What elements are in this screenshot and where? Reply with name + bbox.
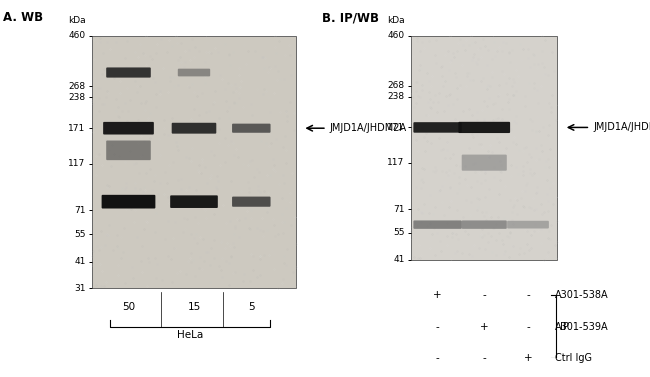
Text: kDa: kDa <box>68 16 86 25</box>
FancyBboxPatch shape <box>101 195 155 208</box>
Text: JMJD1A/JHDM2A: JMJD1A/JHDM2A <box>330 123 407 133</box>
Text: 41: 41 <box>74 257 86 267</box>
Text: 238: 238 <box>68 93 86 102</box>
Text: HeLa: HeLa <box>177 330 203 340</box>
Text: -: - <box>526 322 530 332</box>
FancyBboxPatch shape <box>507 221 549 228</box>
FancyBboxPatch shape <box>462 155 507 171</box>
FancyBboxPatch shape <box>232 124 270 133</box>
Bar <box>411 35 557 260</box>
Text: 41: 41 <box>393 256 405 265</box>
Text: 50: 50 <box>122 302 135 312</box>
Text: A. WB: A. WB <box>3 11 43 24</box>
Text: 171: 171 <box>387 123 405 132</box>
Text: 117: 117 <box>68 159 86 168</box>
FancyBboxPatch shape <box>172 123 216 133</box>
FancyBboxPatch shape <box>106 67 151 78</box>
Bar <box>92 35 296 288</box>
Text: Ctrl IgG: Ctrl IgG <box>554 353 592 363</box>
Text: B. IP/WB: B. IP/WB <box>322 11 379 24</box>
Text: IP: IP <box>560 322 568 332</box>
Text: -: - <box>482 290 486 300</box>
Text: JMJD1A/JHDM2A: JMJD1A/JHDM2A <box>593 123 650 132</box>
Text: -: - <box>436 322 439 332</box>
Text: 71: 71 <box>74 206 86 215</box>
FancyBboxPatch shape <box>232 196 270 207</box>
Text: 171: 171 <box>68 124 86 133</box>
Text: 238: 238 <box>387 92 405 101</box>
Text: -: - <box>482 353 486 363</box>
FancyBboxPatch shape <box>462 221 507 229</box>
FancyBboxPatch shape <box>103 122 154 135</box>
Text: +: + <box>434 290 442 300</box>
Text: 460: 460 <box>68 31 86 40</box>
FancyBboxPatch shape <box>413 122 462 133</box>
Text: 117: 117 <box>387 158 405 167</box>
Text: 460: 460 <box>387 31 405 40</box>
Text: kDa: kDa <box>387 16 405 25</box>
Text: A301-539A: A301-539A <box>554 322 608 332</box>
Text: +: + <box>480 322 489 332</box>
Text: -: - <box>526 290 530 300</box>
Text: 268: 268 <box>68 82 86 90</box>
Text: A301-538A: A301-538A <box>554 290 608 300</box>
Text: 71: 71 <box>393 204 405 213</box>
FancyBboxPatch shape <box>106 141 151 160</box>
Text: 5: 5 <box>248 302 255 312</box>
FancyBboxPatch shape <box>458 122 510 133</box>
Text: 55: 55 <box>74 230 86 239</box>
Text: 15: 15 <box>187 302 201 312</box>
Text: -: - <box>436 353 439 363</box>
Text: 31: 31 <box>74 284 86 293</box>
Text: 268: 268 <box>387 81 405 90</box>
Text: 55: 55 <box>393 228 405 237</box>
FancyBboxPatch shape <box>170 195 218 208</box>
FancyBboxPatch shape <box>413 221 462 229</box>
Text: +: + <box>524 353 532 363</box>
FancyBboxPatch shape <box>178 69 210 77</box>
